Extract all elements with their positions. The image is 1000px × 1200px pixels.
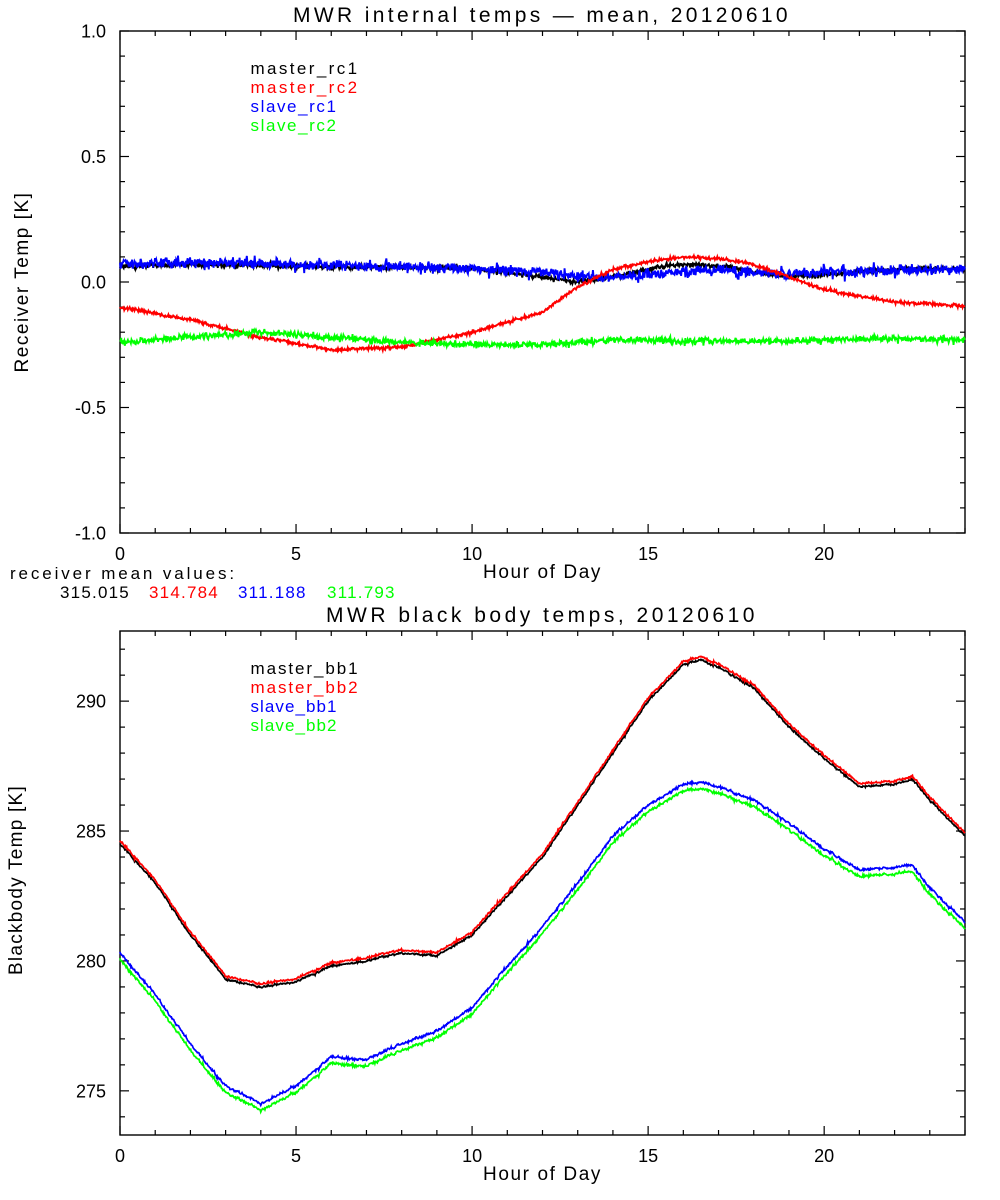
svg-text:315.015: 315.015 [60,583,130,602]
svg-text:master_rc2: master_rc2 [251,78,360,97]
svg-text:master_bb2: master_bb2 [251,678,360,697]
svg-text:314.784: 314.784 [149,583,219,602]
svg-text:-1.0: -1.0 [75,524,106,544]
svg-text:-0.5: -0.5 [75,398,106,418]
svg-text:5: 5 [291,1146,301,1166]
svg-text:MWR internal temps — mean, 201: MWR internal temps — mean, 20120610 [293,4,791,27]
svg-text:285: 285 [76,822,106,842]
svg-text:master_bb1: master_bb1 [251,659,360,678]
svg-text:Hour of Day: Hour of Day [483,1164,602,1185]
svg-text:290: 290 [76,692,106,712]
svg-text:5: 5 [291,544,301,564]
svg-text:15: 15 [638,544,658,564]
svg-text:Hour of Day: Hour of Day [483,562,602,583]
svg-text:20: 20 [814,1146,834,1166]
svg-text:0.5: 0.5 [81,147,106,167]
svg-text:slave_rc1: slave_rc1 [251,97,338,116]
svg-text:slave_bb2: slave_bb2 [251,716,338,735]
svg-text:275: 275 [76,1081,106,1101]
svg-text:311.188: 311.188 [238,583,307,602]
svg-text:311.793: 311.793 [327,583,396,602]
svg-text:master_rc1: master_rc1 [251,59,360,78]
svg-text:Receiver Temp [K]: Receiver Temp [K] [12,192,33,373]
svg-text:0: 0 [115,1146,125,1166]
svg-text:0.0: 0.0 [81,273,106,293]
svg-text:slave_bb1: slave_bb1 [251,697,338,716]
svg-text:slave_rc2: slave_rc2 [251,116,338,135]
svg-text:10: 10 [462,1146,482,1166]
svg-text:20: 20 [814,544,834,564]
svg-text:0: 0 [115,544,125,564]
svg-text:Blackbody Temp [K]: Blackbody Temp [K] [6,785,27,975]
svg-text:MWR black body temps, 20120610: MWR black body temps, 20120610 [326,604,758,627]
svg-text:10: 10 [462,544,482,564]
svg-text:1.0: 1.0 [81,22,106,42]
svg-text:280: 280 [76,951,106,971]
svg-text:15: 15 [638,1146,658,1166]
svg-text:receiver mean values:: receiver mean values: [10,564,237,583]
